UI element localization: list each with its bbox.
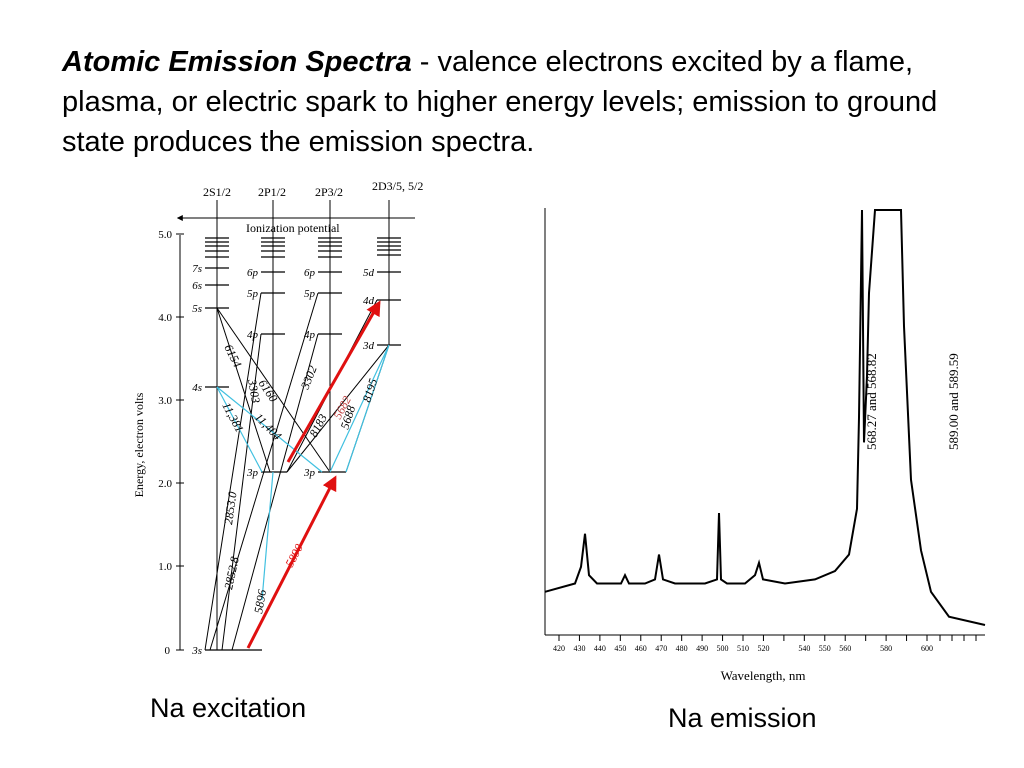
caption-emission: Na emission — [668, 703, 817, 733]
emission-spectrum: 420 430 440 450 460 470 480 490 500 510 520 540 550 5… — [544, 208, 986, 683]
x-tick-label: 480 — [676, 644, 688, 653]
wl-2852: 2852.8 — [221, 555, 242, 590]
caption-excitation: Na excitation — [150, 693, 307, 723]
energy-level-diagram: 2S1/2 2P1/2 2P3/2 2D3/5, 5/2 Ionization … — [132, 179, 423, 657]
x-tick-label: 600 — [921, 644, 933, 653]
level-3p-a: 3p — [246, 467, 259, 479]
wl-3302: 3302 — [297, 364, 319, 392]
x-tick-label: 490 — [696, 644, 708, 653]
x-tick-label: 540 — [798, 644, 810, 653]
column-header-d: 2D3/5, 5/2 — [372, 179, 423, 193]
y-tick-1: 1.0 — [158, 561, 172, 573]
ionization-label: Ionization potential — [246, 221, 340, 235]
wl-8183: 8183 — [306, 412, 330, 440]
x-tick-label: 550 — [819, 644, 831, 653]
level-5s: 5s — [192, 303, 202, 315]
wl-2853: 2853.0 — [221, 491, 239, 526]
column-header-s: 2S1/2 — [203, 185, 231, 199]
peak-label-568: 568.27 and 568.82 — [864, 353, 879, 450]
y-tick-0: 0 — [165, 645, 171, 657]
level-4d: 4d — [363, 295, 375, 307]
wl-6154: 6154 — [221, 342, 244, 370]
level-4s: 4s — [192, 382, 202, 394]
wl-11381: 11,381 — [219, 400, 246, 435]
level-5p-a: 5p — [247, 288, 259, 300]
blue-transitions — [216, 344, 390, 601]
level-3p-b: 3p — [303, 467, 316, 479]
y-tick-4: 4.0 — [158, 312, 172, 324]
x-tick-label: 440 — [594, 644, 606, 653]
wl-5896: 5896 — [251, 588, 269, 614]
x-tick-label: 470 — [655, 644, 667, 653]
level-3s: 3s — [191, 645, 202, 657]
column-header-p12: 2P1/2 — [258, 185, 286, 199]
x-tick-label: 520 — [757, 644, 769, 653]
x-tick-label: 430 — [573, 644, 585, 653]
x-tick-label: 460 — [635, 644, 647, 653]
heading-text: - valence electrons excited by a flame, … — [62, 46, 938, 158]
wl-5890: 5890 — [282, 542, 306, 570]
y-tick-2: 2.0 — [158, 478, 172, 490]
spectrum-x-label: Wavelength, nm — [721, 668, 806, 683]
level-4p-a: 4p — [247, 329, 259, 341]
wl-8195: 8195 — [360, 377, 381, 404]
excitation-arrow-4d — [286, 300, 381, 463]
level-3d: 3d — [362, 340, 375, 352]
level-5d: 5d — [363, 267, 375, 279]
y-tick-5: 5.0 — [158, 229, 172, 241]
slide-heading: Atomic Emission Spectra - valence electr… — [62, 42, 992, 162]
level-7s: 7s — [192, 263, 202, 275]
x-tick-label: 450 — [614, 644, 626, 653]
x-tick-label: 560 — [839, 644, 851, 653]
wl-3303: 3303 — [245, 377, 263, 404]
x-tick-label: 510 — [737, 644, 749, 653]
x-tick-label: 500 — [717, 644, 729, 653]
spectrum-line — [544, 209, 986, 626]
level-6p-a: 6p — [247, 267, 259, 279]
excitation-arrow-3p — [246, 475, 337, 649]
x-tick-label: 420 — [553, 644, 565, 653]
heading-term: Atomic Emission Spectra — [62, 46, 412, 78]
level-4p-b: 4p — [304, 329, 316, 341]
level-6s: 6s — [192, 280, 202, 292]
y-axis-label: Energy, electron volts — [132, 392, 146, 497]
peak-label-589: 589.00 and 589.59 — [946, 353, 961, 450]
y-tick-3: 3.0 — [158, 395, 172, 407]
level-6p-b: 6p — [304, 267, 316, 279]
x-tick-label: 580 — [880, 644, 892, 653]
column-header-p32: 2P3/2 — [315, 185, 343, 199]
level-5p-b: 5p — [304, 288, 316, 300]
